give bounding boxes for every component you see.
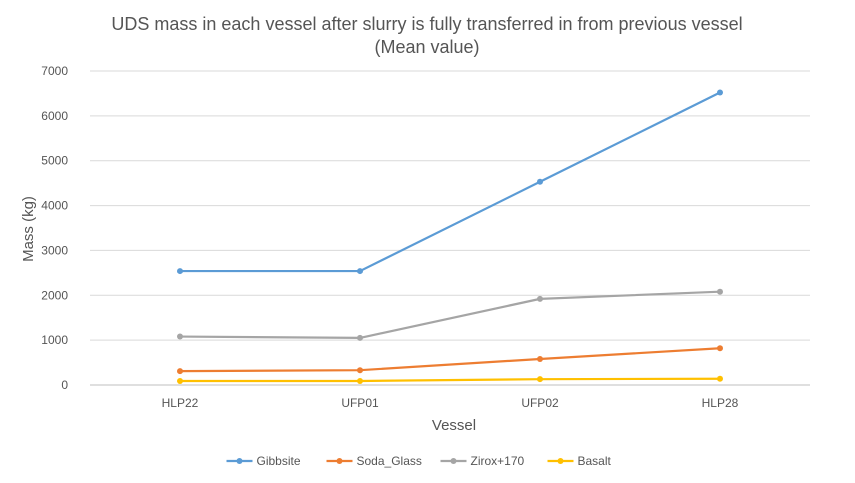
x-tick-label: UFP01 bbox=[341, 396, 379, 410]
series-line bbox=[179, 347, 721, 373]
x-tick-label: HLP28 bbox=[702, 396, 739, 410]
series-line bbox=[180, 377, 721, 383]
x-axis-ticks: HLP22 UFP01 UFP02 HLP28 bbox=[162, 396, 739, 410]
x-tick-label: HLP22 bbox=[162, 396, 199, 410]
x-axis-label: Vessel bbox=[432, 417, 476, 434]
series-zirox-170 bbox=[177, 288, 723, 341]
data-point bbox=[537, 295, 543, 302]
series-soda-glass bbox=[177, 345, 723, 375]
legend-label: Zirox+170 bbox=[471, 454, 525, 468]
series-line bbox=[180, 91, 721, 273]
series-line bbox=[179, 290, 721, 339]
y-tick-label: 0 bbox=[61, 378, 68, 392]
series-lines bbox=[177, 89, 723, 384]
data-point bbox=[537, 178, 543, 185]
chart-subtitle: (Mean value) bbox=[374, 37, 479, 57]
series-basalt bbox=[177, 375, 723, 384]
legend-label: Basalt bbox=[578, 454, 612, 468]
data-point bbox=[717, 345, 723, 352]
x-tick-label: UFP02 bbox=[521, 396, 559, 410]
y-tick-label: 1000 bbox=[41, 333, 68, 347]
y-axis-label: Mass (kg) bbox=[20, 196, 37, 262]
data-point bbox=[357, 377, 363, 384]
y-tick-label: 2000 bbox=[41, 288, 68, 302]
data-point bbox=[177, 377, 183, 384]
legend-item: Soda_Glass bbox=[326, 454, 422, 468]
chart-title: UDS mass in each vessel after slurry is … bbox=[111, 14, 742, 34]
legend-item: Zirox+170 bbox=[440, 454, 525, 468]
data-point bbox=[177, 368, 183, 375]
gridlines bbox=[90, 70, 810, 386]
data-point bbox=[537, 376, 543, 383]
legend-item: Gibbsite bbox=[226, 454, 301, 468]
data-point bbox=[717, 375, 723, 382]
legend-swatch-marker bbox=[236, 458, 243, 464]
data-point bbox=[357, 268, 363, 275]
legend-item: Basalt bbox=[547, 454, 612, 468]
y-tick-label: 7000 bbox=[41, 64, 68, 78]
legend-swatch-marker bbox=[557, 458, 564, 464]
y-tick-label: 6000 bbox=[41, 109, 68, 123]
data-point bbox=[537, 355, 543, 362]
data-point bbox=[177, 333, 183, 340]
y-tick-label: 5000 bbox=[41, 154, 68, 168]
series-gibbsite bbox=[177, 89, 723, 275]
data-point bbox=[357, 334, 363, 341]
y-axis-ticks: 0 1000 2000 3000 4000 5000 6000 7000 bbox=[41, 64, 68, 392]
y-tick-label: 3000 bbox=[41, 243, 68, 257]
data-point bbox=[357, 367, 363, 374]
data-point bbox=[717, 288, 723, 295]
data-point bbox=[177, 268, 183, 275]
legend: Gibbsite Soda_Glass Zirox+170 Basalt bbox=[226, 454, 612, 468]
legend-label: Gibbsite bbox=[257, 454, 301, 468]
legend-swatch-marker bbox=[450, 458, 457, 464]
y-tick-label: 4000 bbox=[41, 199, 68, 213]
legend-swatch-marker bbox=[336, 458, 343, 464]
data-point bbox=[717, 89, 723, 96]
legend-label: Soda_Glass bbox=[357, 454, 422, 468]
